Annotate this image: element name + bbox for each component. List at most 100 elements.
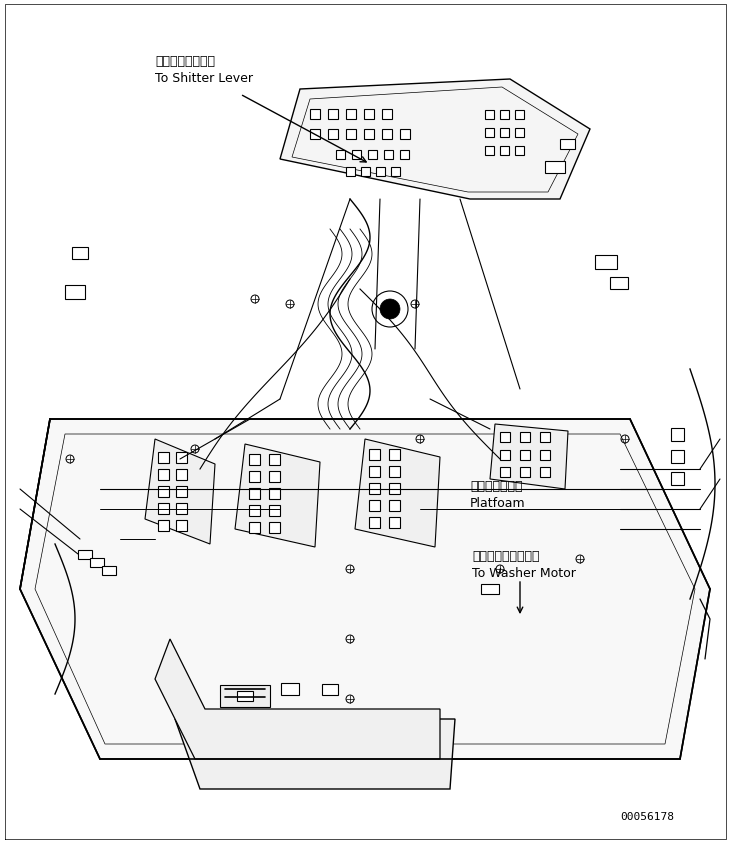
Bar: [352, 150, 360, 160]
Bar: [220, 685, 270, 707]
Bar: [249, 522, 260, 533]
Polygon shape: [175, 719, 455, 789]
Bar: [364, 130, 374, 140]
Bar: [157, 486, 169, 497]
Bar: [500, 432, 510, 442]
Bar: [268, 471, 279, 482]
Bar: [382, 130, 392, 140]
Bar: [400, 150, 409, 160]
Bar: [388, 500, 400, 511]
Bar: [157, 520, 169, 531]
Bar: [237, 691, 253, 701]
Bar: [500, 451, 510, 461]
Polygon shape: [490, 425, 568, 490]
Bar: [501, 146, 510, 155]
Bar: [346, 130, 356, 140]
Bar: [90, 558, 104, 567]
Polygon shape: [20, 419, 710, 759]
Bar: [595, 256, 617, 270]
Bar: [540, 432, 550, 442]
Bar: [336, 150, 344, 160]
Bar: [515, 111, 525, 119]
Text: 00056178: 00056178: [620, 811, 674, 821]
Bar: [388, 449, 400, 460]
Bar: [368, 466, 379, 477]
Bar: [500, 468, 510, 478]
Bar: [65, 285, 85, 300]
Bar: [384, 150, 393, 160]
Text: シフターレバーへ: シフターレバーへ: [155, 55, 215, 68]
Bar: [78, 549, 92, 559]
Bar: [268, 488, 279, 499]
Polygon shape: [155, 639, 440, 759]
Bar: [249, 471, 260, 482]
Bar: [388, 517, 400, 528]
Bar: [157, 452, 169, 463]
Text: プラットホーム: プラットホーム: [470, 479, 523, 492]
Bar: [501, 111, 510, 119]
Bar: [520, 451, 530, 461]
Bar: [310, 130, 320, 140]
Bar: [390, 167, 400, 176]
Polygon shape: [355, 440, 440, 548]
Bar: [157, 503, 169, 514]
Circle shape: [380, 300, 400, 320]
Bar: [281, 683, 299, 695]
Bar: [346, 167, 355, 176]
Bar: [102, 565, 116, 575]
Bar: [515, 128, 525, 138]
Polygon shape: [280, 80, 590, 200]
Bar: [175, 520, 186, 531]
Bar: [481, 584, 499, 594]
Polygon shape: [235, 445, 320, 548]
Text: To Washer Motor: To Washer Motor: [472, 566, 576, 579]
Bar: [672, 450, 684, 463]
Bar: [175, 469, 186, 480]
Bar: [376, 167, 385, 176]
Bar: [72, 247, 88, 260]
Bar: [368, 483, 379, 494]
Bar: [268, 505, 279, 516]
Bar: [515, 146, 525, 155]
Bar: [520, 468, 530, 478]
Bar: [249, 488, 260, 499]
Bar: [249, 454, 260, 465]
Bar: [560, 140, 575, 150]
Bar: [364, 110, 374, 120]
Bar: [268, 454, 279, 465]
Bar: [368, 517, 379, 528]
Bar: [175, 486, 186, 497]
Bar: [310, 110, 320, 120]
Bar: [610, 278, 628, 289]
Bar: [485, 128, 494, 138]
Bar: [368, 150, 376, 160]
Bar: [328, 110, 338, 120]
Bar: [545, 162, 565, 174]
Bar: [157, 469, 169, 480]
Bar: [175, 503, 186, 514]
Bar: [175, 452, 186, 463]
Bar: [672, 472, 684, 485]
Bar: [485, 111, 494, 119]
Bar: [268, 522, 279, 533]
Bar: [485, 146, 494, 155]
Bar: [388, 466, 400, 477]
Bar: [400, 130, 410, 140]
Bar: [540, 468, 550, 478]
Bar: [368, 500, 379, 511]
Text: To Shitter Lever: To Shitter Lever: [155, 72, 253, 85]
Text: ウォッシャモータへ: ウォッシャモータへ: [472, 549, 539, 562]
Bar: [249, 505, 260, 516]
Bar: [360, 167, 369, 176]
Bar: [368, 449, 379, 460]
Bar: [520, 432, 530, 442]
Bar: [382, 110, 392, 120]
Bar: [540, 451, 550, 461]
Polygon shape: [145, 440, 215, 544]
Bar: [501, 128, 510, 138]
Bar: [346, 110, 356, 120]
Text: Platfoam: Platfoam: [470, 496, 526, 510]
Bar: [322, 684, 338, 695]
Bar: [672, 428, 684, 441]
Bar: [328, 130, 338, 140]
